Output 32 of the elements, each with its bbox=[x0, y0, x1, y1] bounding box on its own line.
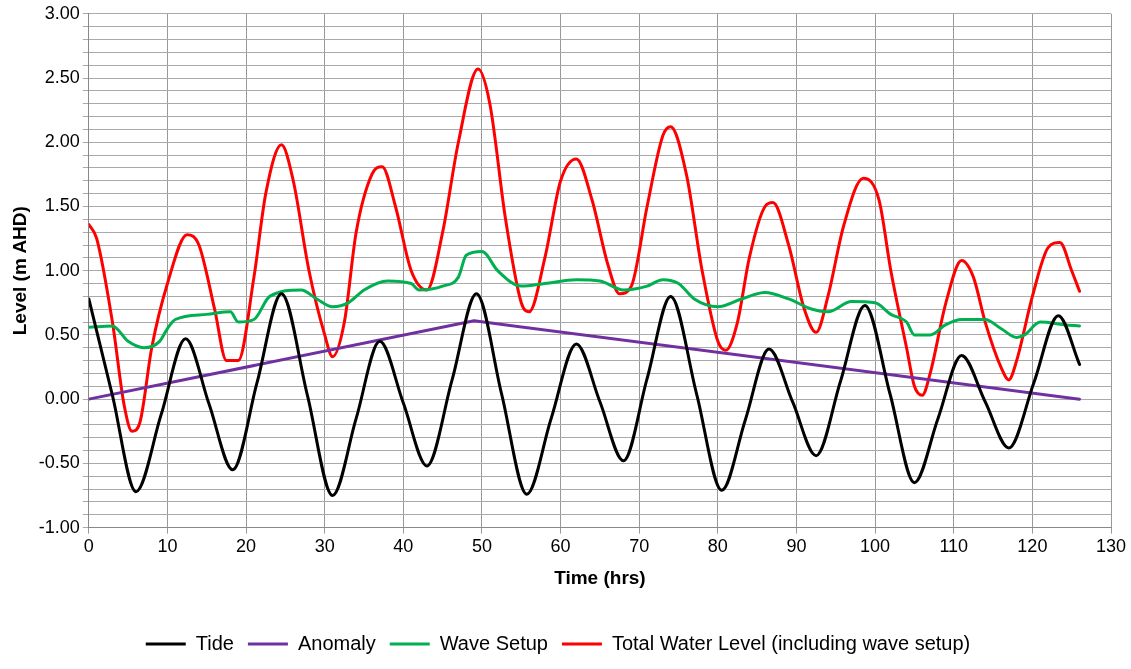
x-tick-label: 40 bbox=[393, 536, 414, 557]
legend-label: Wave Setup bbox=[439, 631, 548, 654]
x-tick-label: 110 bbox=[939, 536, 969, 557]
x-tick-label: 120 bbox=[1017, 536, 1048, 557]
y-tick-label: 2.00 bbox=[44, 131, 80, 152]
line-series bbox=[88, 292, 1082, 497]
x-tick-label: 70 bbox=[629, 536, 650, 557]
x-axis-title: Time (hrs) bbox=[554, 566, 646, 588]
x-tick-label: 30 bbox=[314, 536, 335, 557]
x-tick-label: 0 bbox=[83, 536, 94, 557]
y-tick-label: 3.00 bbox=[44, 2, 80, 23]
x-tick-label: 20 bbox=[236, 536, 257, 557]
x-tick-label: 10 bbox=[157, 536, 178, 557]
y-tick-label: 0.50 bbox=[44, 323, 80, 344]
x-tick-label: 100 bbox=[860, 536, 891, 557]
x-tick-label: 60 bbox=[550, 536, 571, 557]
y-tick-label: 2.50 bbox=[44, 66, 80, 87]
y-tick-label: -0.50 bbox=[38, 452, 80, 473]
line-series bbox=[88, 67, 1082, 433]
y-tick-label: 1.50 bbox=[44, 195, 80, 216]
y-tick-label: 1.00 bbox=[44, 259, 80, 280]
y-axis-title: Level (m AHD) bbox=[8, 206, 30, 336]
legend-label: Tide bbox=[195, 631, 234, 654]
line-series bbox=[88, 249, 1082, 350]
x-tick-label: 130 bbox=[1095, 536, 1127, 557]
x-tick-label: 80 bbox=[707, 536, 728, 557]
legend-label: Anomaly bbox=[297, 631, 376, 654]
legend-label: Total Water Level (including wave setup) bbox=[611, 631, 971, 654]
y-tick-label: -1.00 bbox=[38, 516, 80, 537]
x-tick-label: 50 bbox=[471, 536, 492, 557]
x-tick-label: 90 bbox=[786, 536, 807, 557]
y-tick-label: 0.00 bbox=[44, 388, 80, 409]
